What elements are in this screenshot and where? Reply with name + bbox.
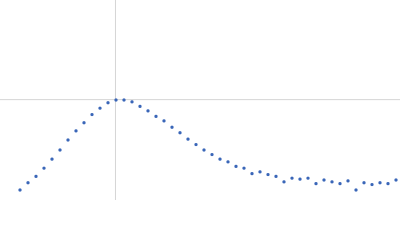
point [274, 174, 278, 178]
point [210, 152, 214, 157]
point [138, 104, 142, 108]
point [362, 181, 366, 185]
point [114, 98, 118, 102]
point [34, 174, 38, 178]
point [122, 98, 126, 102]
point [130, 100, 134, 104]
point [186, 137, 190, 141]
point [90, 112, 94, 117]
point [378, 181, 382, 185]
point [50, 157, 54, 161]
point [98, 106, 102, 110]
point [66, 138, 70, 142]
point [218, 157, 222, 161]
point [146, 109, 150, 113]
point [314, 182, 318, 186]
point [242, 166, 246, 170]
point [162, 119, 166, 123]
point [82, 121, 86, 125]
point [386, 182, 390, 186]
point [18, 188, 22, 192]
point [154, 114, 158, 118]
point [354, 188, 358, 192]
point [338, 182, 342, 186]
point [298, 177, 302, 181]
chart [0, 0, 400, 200]
point [306, 176, 310, 180]
point [346, 179, 350, 183]
point [170, 125, 174, 129]
point [266, 172, 270, 177]
point [290, 176, 294, 180]
point [26, 181, 30, 185]
point [322, 178, 326, 182]
point [202, 148, 206, 152]
point [106, 101, 110, 105]
point [258, 170, 262, 174]
point [370, 182, 374, 187]
point [226, 160, 230, 164]
point [74, 129, 78, 133]
point [42, 166, 46, 170]
point [330, 180, 334, 184]
point [394, 178, 398, 182]
point [58, 148, 62, 152]
point [250, 172, 254, 176]
point [234, 164, 238, 168]
point [282, 180, 286, 184]
point [178, 131, 182, 135]
point [194, 142, 198, 147]
